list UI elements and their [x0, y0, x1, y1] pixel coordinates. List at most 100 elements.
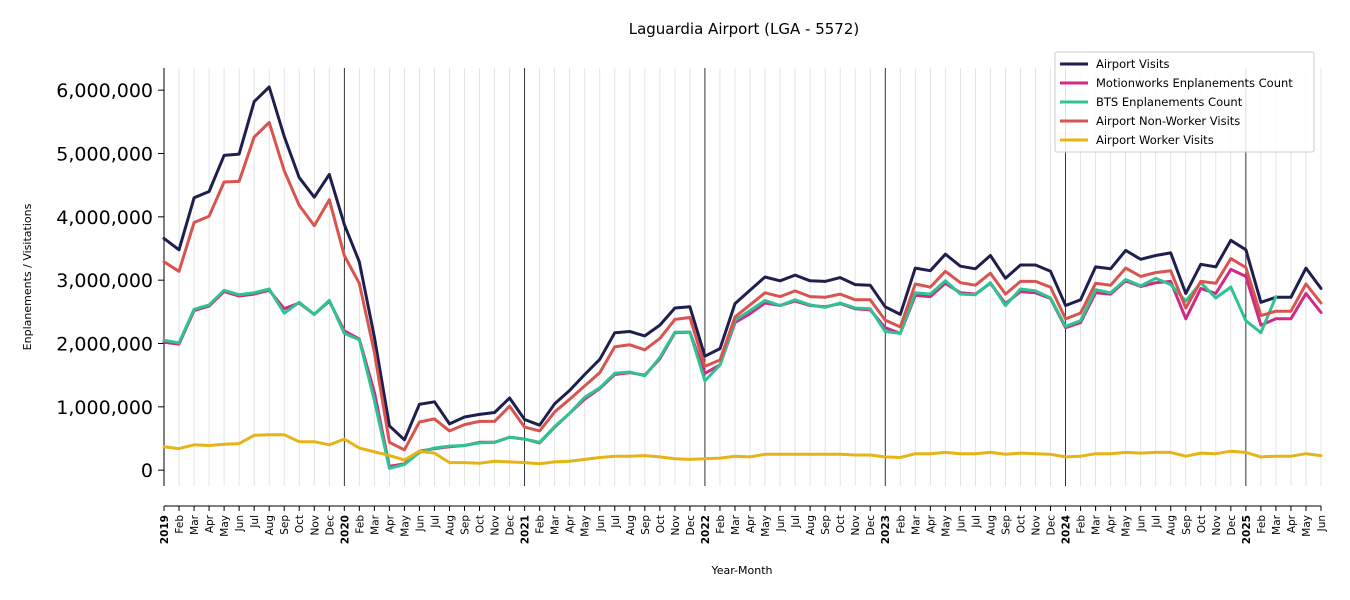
- x-tick-label: Sep: [820, 515, 832, 535]
- x-tick-label: May: [760, 515, 772, 537]
- x-tick-label: 2019: [159, 515, 171, 544]
- x-tick-label: Nov: [490, 515, 502, 536]
- x-tick-label: May: [1301, 515, 1313, 537]
- x-tick-label: Jun: [955, 515, 967, 532]
- x-tick-label: Dec: [1046, 515, 1058, 536]
- y-tick-label: 5,000,000: [56, 144, 153, 166]
- x-tick-label: Feb: [1256, 515, 1268, 534]
- x-tick-label: Dec: [685, 515, 697, 536]
- x-tick-label: Oct: [294, 515, 306, 533]
- x-tick-label: Jul: [790, 515, 802, 529]
- x-tick-label: Mar: [189, 514, 201, 534]
- x-tick-label: May: [399, 515, 411, 537]
- airport-non-worker-visits-series-line: [162, 121, 1323, 452]
- series-lines: [162, 85, 1323, 470]
- x-tick-label: Oct: [1015, 515, 1027, 533]
- bts-enplanements-count-series-line: [162, 276, 1278, 470]
- legend-label-airport-non-worker-visits: Airport Non-Worker Visits: [1096, 114, 1240, 128]
- x-tick-label: Jul: [249, 515, 261, 529]
- x-tick-label: Apr: [384, 514, 396, 533]
- legend-label-motionworks-enplanements-count: Motionworks Enplanements Count: [1096, 76, 1293, 90]
- x-tick-label: Aug: [625, 515, 637, 536]
- legend-label-bts-enplanements-count: BTS Enplanements Count: [1096, 95, 1243, 109]
- x-tick-label: Feb: [1076, 515, 1088, 534]
- x-tick-label: May: [580, 515, 592, 537]
- x-tick-label: Aug: [985, 515, 997, 536]
- x-tick-label: Oct: [1196, 515, 1208, 533]
- x-tick-label: Oct: [475, 515, 487, 533]
- x-tick-label: 2021: [520, 515, 532, 544]
- x-tick-label: Jun: [414, 515, 426, 532]
- x-tick-label: Jul: [1151, 515, 1163, 529]
- x-tick-label: 2020: [339, 515, 351, 544]
- x-tick-label: Dec: [1226, 515, 1238, 536]
- x-tick-label: Oct: [655, 515, 667, 533]
- x-tick-label: 2023: [880, 515, 892, 544]
- x-tick-label: Mar: [550, 514, 562, 534]
- legend-label-airport-visits: Airport Visits: [1096, 57, 1170, 71]
- x-tick-label: Feb: [535, 515, 547, 534]
- x-tick-label: Apr: [745, 514, 757, 533]
- x-tick-label: Sep: [460, 515, 472, 535]
- airport-worker-visits-series-line: [162, 433, 1323, 466]
- x-tick-label: 2024: [1061, 515, 1073, 544]
- x-tick-label: Oct: [835, 515, 847, 533]
- x-tick-label: Sep: [1000, 515, 1012, 535]
- chart-title: Laguardia Airport (LGA - 5572): [629, 20, 860, 38]
- y-tick-label: 2,000,000: [56, 334, 153, 356]
- x-tick-label: Mar: [730, 514, 742, 534]
- x-tick-label: Nov: [1031, 515, 1043, 536]
- x-tick-label: May: [1121, 515, 1133, 537]
- x-tick-label: Dec: [324, 515, 336, 536]
- x-tick-label: Apr: [1286, 514, 1298, 533]
- x-tick-label: Jun: [1136, 515, 1148, 532]
- y-axis-label: Enplanements / Visitations: [21, 203, 34, 350]
- x-tick-label: Aug: [805, 515, 817, 536]
- axes: 0 1,000,000 2,000,000 3,000,000 4,000,000 5,0…: [56, 68, 1328, 544]
- x-tick-label: May: [940, 515, 952, 537]
- y-tick-label: 0: [141, 460, 153, 482]
- y-tick-label: 6,000,000: [56, 80, 153, 102]
- y-tick-label: 3,000,000: [56, 270, 153, 292]
- x-tick-label: Sep: [640, 515, 652, 535]
- x-tick-label: Jun: [595, 515, 607, 532]
- x-tick-label: Sep: [1181, 515, 1193, 535]
- y-tick-label: 1,000,000: [56, 397, 153, 419]
- x-tick-label: Dec: [865, 515, 877, 536]
- x-tick-label: Mar: [369, 514, 381, 534]
- x-tick-label: Apr: [1106, 514, 1118, 533]
- x-tick-label: Nov: [670, 515, 682, 536]
- x-tick-label: Sep: [279, 515, 291, 535]
- x-tick-label: Mar: [910, 514, 922, 534]
- legend-label-airport-worker-visits: Airport Worker Visits: [1096, 133, 1214, 147]
- x-tick-label: Feb: [174, 515, 186, 534]
- x-tick-label: Aug: [444, 515, 456, 536]
- x-tick-label: Nov: [1211, 515, 1223, 536]
- legend: Airport Visits Motionworks Enplanements C…: [1054, 51, 1315, 153]
- x-tick-label: Apr: [204, 514, 216, 533]
- x-tick-label: Feb: [715, 515, 727, 534]
- x-tick-label: Apr: [925, 514, 937, 533]
- x-axis-label: Year-Month: [710, 564, 772, 577]
- x-tick-label: Nov: [309, 515, 321, 536]
- x-tick-label: 2025: [1241, 515, 1253, 544]
- x-tick-label: Feb: [895, 515, 907, 534]
- x-tick-label: Jul: [610, 515, 622, 529]
- x-tick-label: Mar: [1091, 514, 1103, 534]
- x-tick-label: Jun: [775, 515, 787, 532]
- x-tick-label: May: [219, 515, 231, 537]
- legend-box: [1054, 51, 1315, 153]
- y-tick-label: 4,000,000: [56, 207, 153, 229]
- x-tick-label: Feb: [354, 515, 366, 534]
- x-tick-label: Dec: [505, 515, 517, 536]
- x-tick-label: 2022: [700, 515, 712, 544]
- x-tick-label: Mar: [1271, 514, 1283, 534]
- x-tick-label: Jun: [1316, 515, 1328, 532]
- x-tick-label: Nov: [850, 515, 862, 536]
- airport-visits-series-line: [162, 85, 1323, 442]
- x-tick-label: Jul: [429, 515, 441, 529]
- x-tick-label: Jul: [970, 515, 982, 529]
- x-tick-label: Aug: [1166, 515, 1178, 536]
- x-tick-label: Apr: [565, 514, 577, 533]
